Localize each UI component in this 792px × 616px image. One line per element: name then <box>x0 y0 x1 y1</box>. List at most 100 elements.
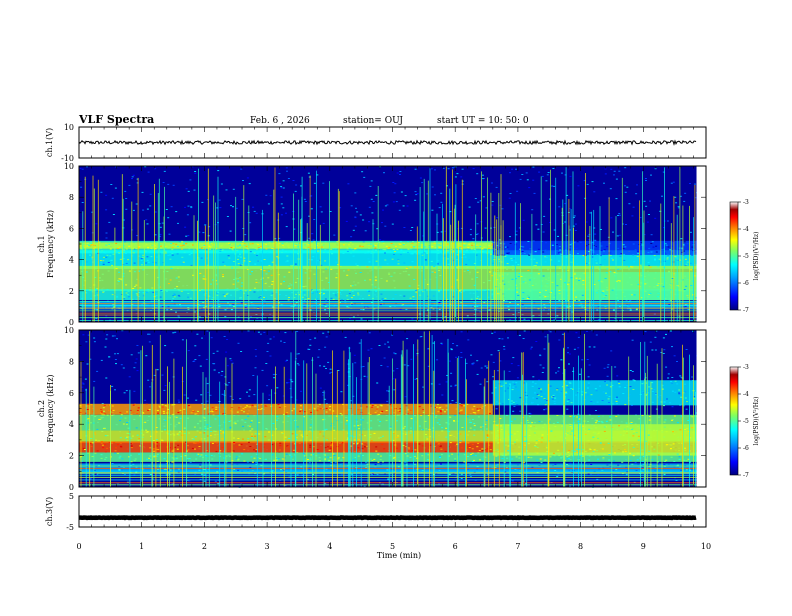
ch1-spectrogram-noise <box>361 319 363 320</box>
ch2-spectrogram-noise <box>149 386 151 387</box>
ch2-spectrogram-noise <box>368 350 370 351</box>
ch2-spectrogram-noise <box>415 379 417 380</box>
ch1-spectrogram-noise <box>455 176 457 177</box>
ch1-spectrogram-band-texture <box>488 309 490 310</box>
ch2-spectrogram-noise <box>511 363 513 364</box>
ch1-spectrogram-band-texture <box>186 290 188 291</box>
ch2-spectrogram-band-texture <box>615 416 617 417</box>
ch1-spectrogram-change-texture <box>577 246 579 247</box>
ch2-spectrogram-noise <box>545 336 547 337</box>
ch2-spectrogram-band-texture <box>486 420 488 421</box>
ch1-spectrogram-noise <box>167 217 169 218</box>
ch1-spectrogram-noise <box>469 207 471 208</box>
ch2-spectrogram-noise <box>691 377 693 378</box>
ch1-spectrogram-band-texture <box>146 292 148 293</box>
ch1-spectrogram-band-texture <box>351 297 353 298</box>
ch2-spectrogram-band-texture <box>178 423 180 424</box>
ch1-waveform-ylabel: ch.1(V) <box>45 128 54 157</box>
ch1-spectrogram-change-texture <box>623 248 625 249</box>
ch1-spectrogram-band-texture <box>239 298 241 299</box>
ch1-spectrogram-band-texture <box>313 274 315 275</box>
ch1-spectrogram-band-texture <box>141 304 143 305</box>
ch1-spectrogram-band-texture <box>118 281 120 282</box>
ch1-spectrogram-noise <box>110 184 112 185</box>
ch1-spectrogram-band-texture <box>111 260 113 261</box>
ch1-spectrogram-noise <box>162 223 164 224</box>
ch2-spectrogram-noise <box>239 398 241 399</box>
ch2-spectrogram-noise <box>269 395 271 396</box>
ch1-spectrogram-band-texture <box>101 290 103 291</box>
ch2-spectrogram-band-texture <box>137 410 139 411</box>
ch2-spectrogram-band-texture <box>371 440 373 441</box>
ch2-spectrogram-band-texture <box>115 447 117 448</box>
ch1-spectrogram-band-texture <box>311 241 313 242</box>
ch2-spectrogram-band-texture <box>138 438 140 439</box>
ch2-spectrogram-band-texture <box>445 405 447 406</box>
ch1-spectrogram-change-texture <box>657 296 659 297</box>
ch2-spectrogram-band-texture <box>222 447 224 448</box>
ch2-spectrogram-band-texture <box>194 427 196 428</box>
ch2-spectrogram-noise <box>255 462 257 463</box>
ch1-spectrogram-band-texture <box>218 244 220 245</box>
ch2-spectrogram-band-texture <box>340 445 342 446</box>
ch1-spectrogram-change-texture <box>596 292 598 293</box>
ch2-spectrogram-band-texture <box>177 412 179 413</box>
ch1-spectrogram-noise <box>619 235 621 236</box>
ch1-spectrogram-band-texture <box>257 261 259 262</box>
ch1-spectrogram-noise <box>136 204 138 205</box>
ch2-spectrogram-band-texture <box>197 423 199 424</box>
ch1-spectrogram-noise <box>432 187 434 188</box>
ch1-spectrogram-band-texture <box>312 293 314 294</box>
ch1-spectrogram-band-texture <box>101 250 103 251</box>
ch2-spectrogram-band-texture <box>317 449 319 450</box>
ch1-spectrogram-change-texture <box>582 284 584 285</box>
ch1-spectrogram-band-texture <box>355 273 357 274</box>
ch1-spectrogram-band-texture <box>389 306 391 307</box>
ch1-spectrogram-band-texture <box>420 244 422 245</box>
ch1-spectrogram-band-texture <box>199 273 201 274</box>
ch1-spectrogram-band-texture <box>126 249 128 250</box>
ch2-spectrogram-band-texture <box>439 424 441 425</box>
ch2-spectrogram-band-texture <box>461 410 463 411</box>
ch1-spectrogram-band-texture <box>380 294 382 295</box>
ch1-spectrogram-change-texture <box>542 252 544 253</box>
ch1-spectrogram-ylabel: Frequency (kHz) <box>46 210 55 278</box>
ch2-spectrogram-band-texture <box>216 451 218 452</box>
ch1-spectrogram-noise <box>520 179 522 180</box>
ch2-spectrogram-noise <box>249 389 251 390</box>
ch1-spectrogram-band-texture <box>236 288 238 289</box>
ch1-spectrogram-band-texture <box>166 309 168 310</box>
ch1-spectrogram-band-texture <box>369 261 371 262</box>
ch2-spectrogram-band-texture <box>107 415 109 416</box>
ch2-spectrogram-band-texture <box>119 412 121 413</box>
ch1-spectrogram-band-texture <box>343 270 345 271</box>
ch1-spectrogram-noise <box>587 184 589 185</box>
ch2-spectrogram-noise <box>532 376 534 377</box>
ch1-spectrogram-change-texture <box>652 241 654 242</box>
ch1-spectrogram-band-texture <box>103 261 105 262</box>
ch1-spectrogram-noise <box>515 169 517 170</box>
ch2-spectrogram-noise <box>238 343 240 344</box>
ch2-spectrogram-band-texture <box>126 433 128 434</box>
ch1-spectrogram-band-texture <box>156 245 158 246</box>
ch1-spectrogram-noise <box>420 178 422 179</box>
ch1-spectrogram-band-texture <box>348 247 350 248</box>
ch1-spectrogram-band-texture <box>466 249 468 250</box>
ch1-spectrogram-band-texture <box>288 299 290 300</box>
ch1-spectrogram-noise <box>142 210 144 211</box>
ch2-spectrogram-noise <box>569 463 571 464</box>
ch2-spectrogram-band-texture <box>382 436 384 437</box>
ch2-spectrogram-band-texture <box>95 440 97 441</box>
ch2-spectrogram-band-texture <box>435 415 437 416</box>
ch1-spectrogram-change-texture <box>538 249 540 250</box>
ch2-spectrogram-noise <box>558 367 560 368</box>
ch1-spectrogram-change-texture <box>529 254 531 255</box>
ch1-spectrogram-change-texture <box>657 285 659 286</box>
ch2-spectrogram-band-texture <box>482 406 484 407</box>
ch2-spectrogram-band-texture <box>506 415 508 416</box>
ch2-spectrogram-noise <box>364 376 366 377</box>
ch1-spectrogram-band-texture <box>386 281 388 282</box>
ch1-spectrogram-band-texture <box>250 251 252 252</box>
ch1-spectrogram-band-texture <box>386 246 388 247</box>
ch2-spectrogram-band-texture <box>459 411 461 412</box>
